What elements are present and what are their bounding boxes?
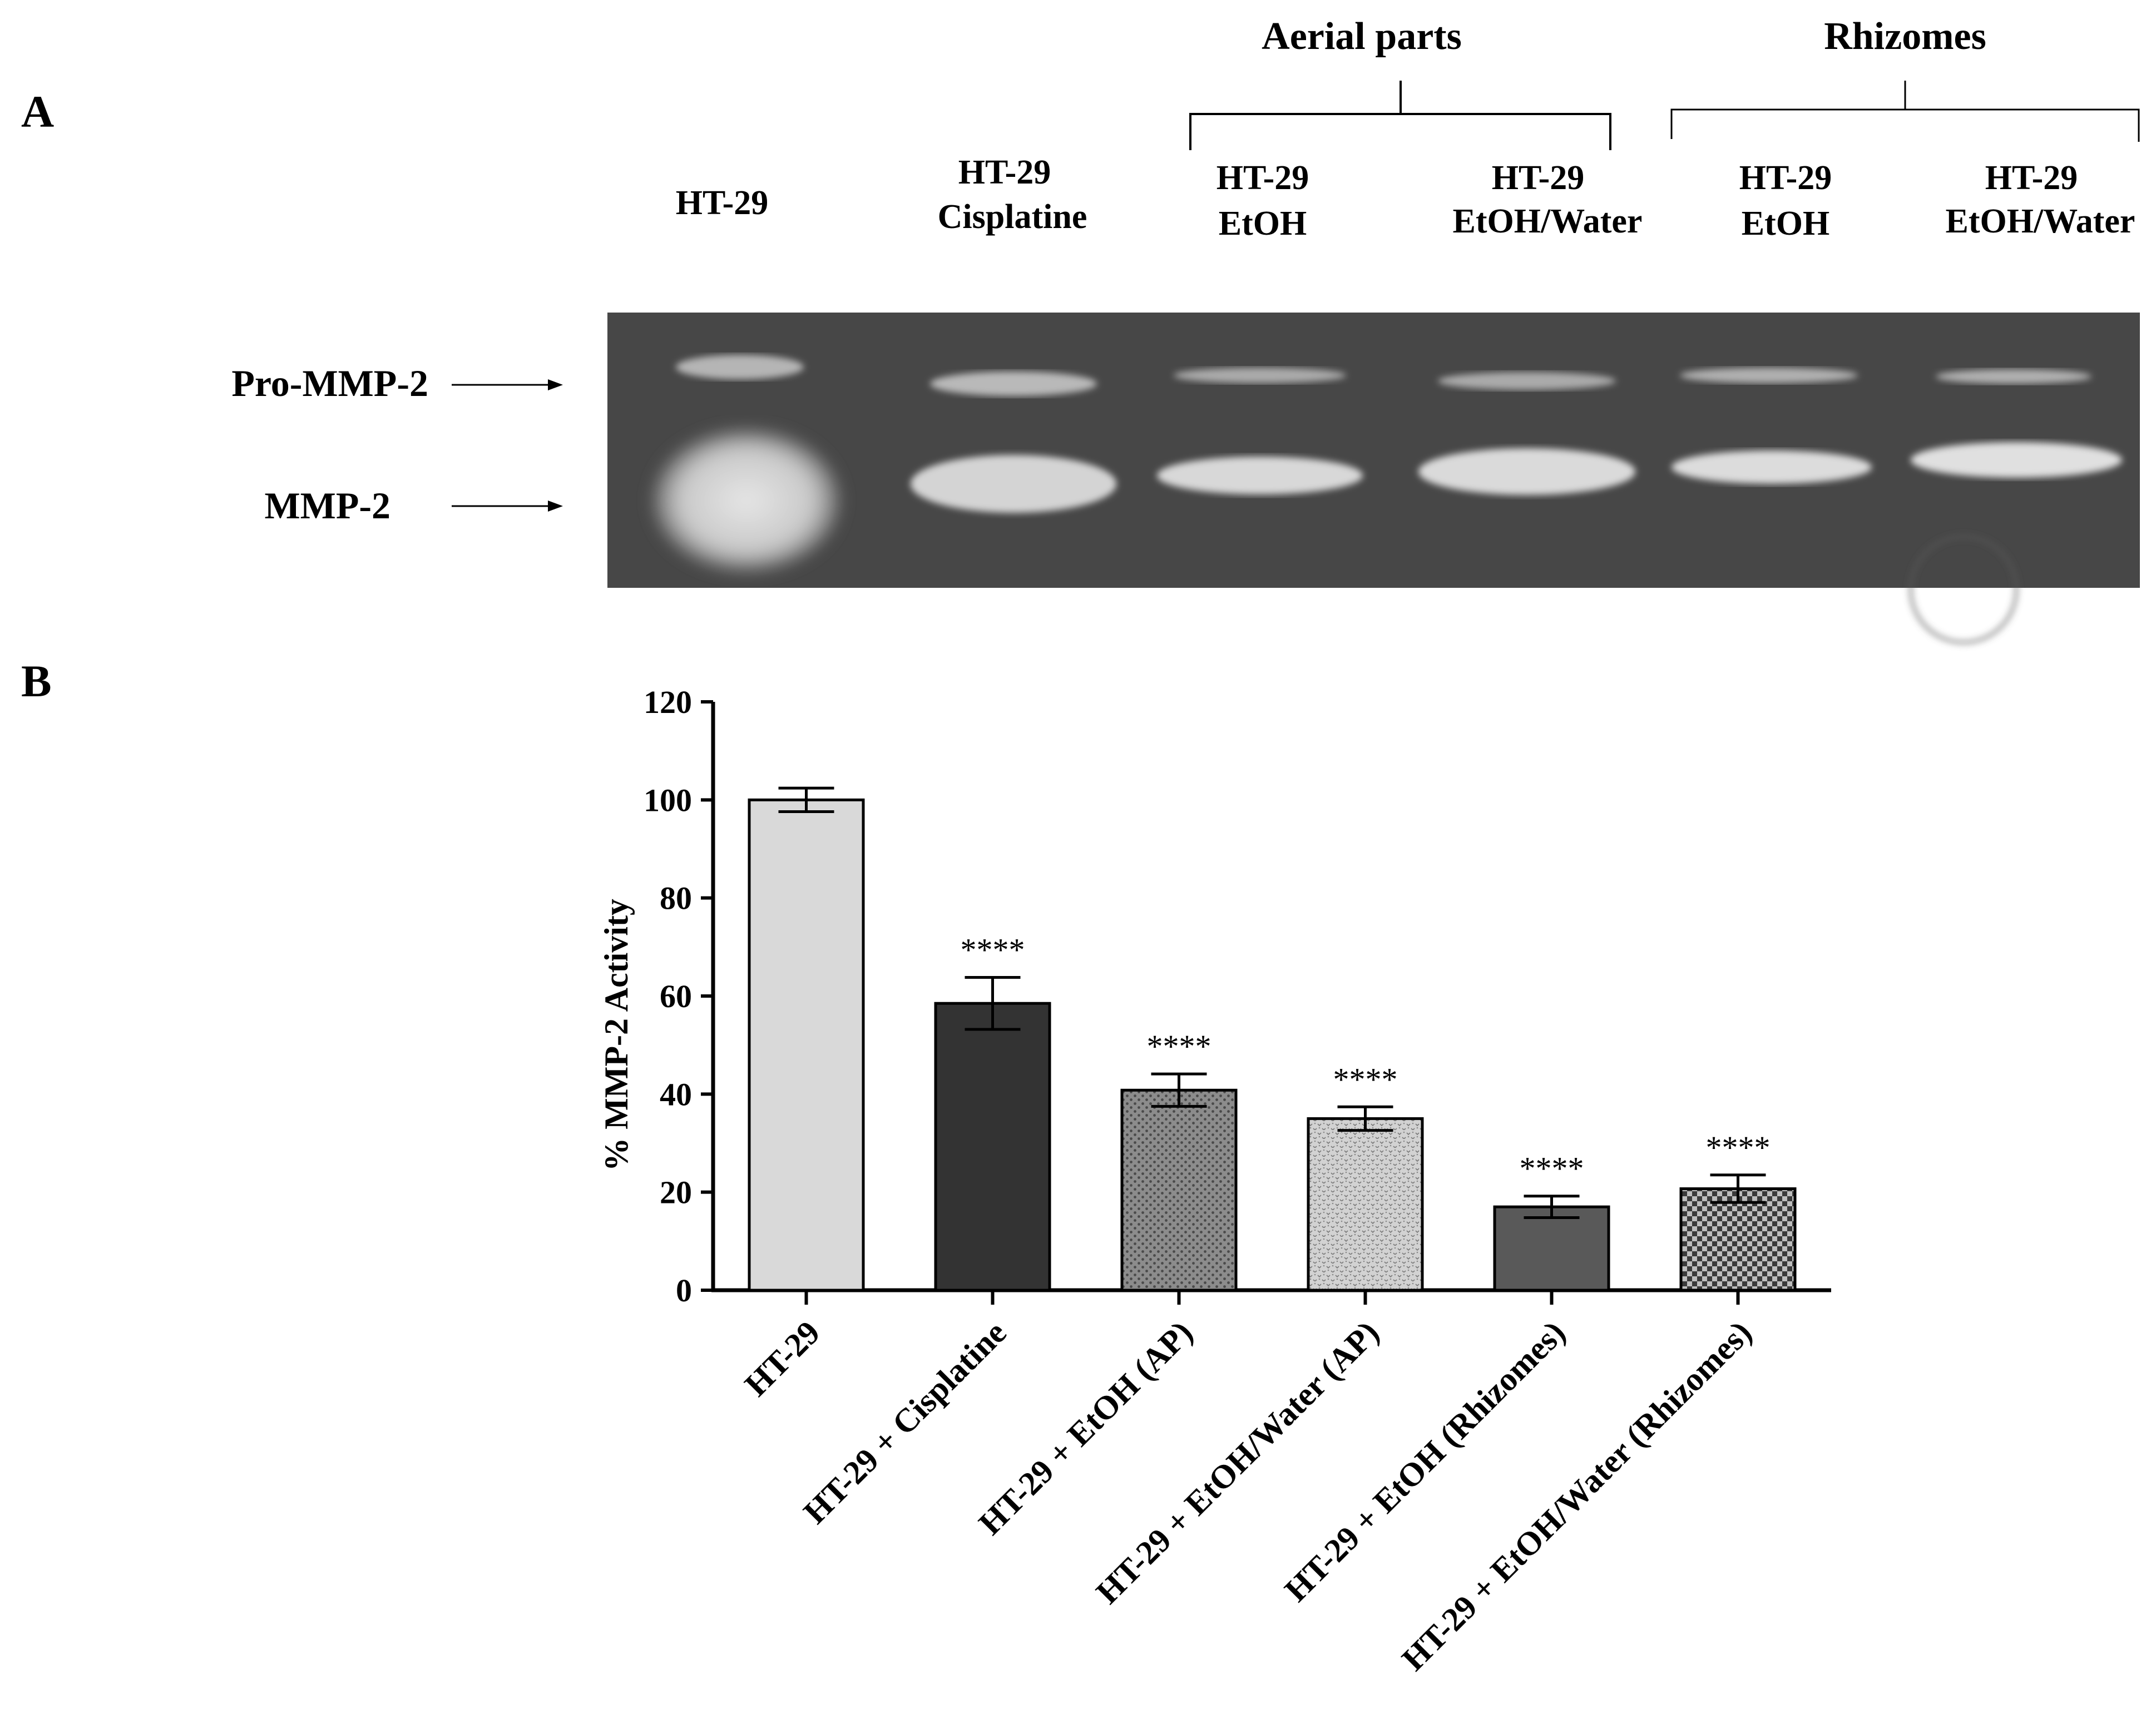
zymography-gel xyxy=(607,313,2140,643)
bracket-rhizomes xyxy=(1670,81,2140,142)
y-tick-label: 0 xyxy=(676,1272,692,1309)
lane-label-4: HT-29 xyxy=(1492,159,1585,197)
arrowhead-mmp2 xyxy=(548,501,563,512)
bar xyxy=(1120,1088,1238,1292)
significance-label: **** xyxy=(961,932,1025,968)
bar xyxy=(1307,1117,1424,1292)
lane-label-2-sub: Cisplatine xyxy=(938,198,1087,236)
bar-chart: 0 20 40 60 80 100 120 % MMP-2 Activity HT-29 ****… xyxy=(598,684,1831,1678)
y-tick-label: 120 xyxy=(644,684,692,720)
significance-label: **** xyxy=(1333,1061,1398,1097)
lane-label-4-sub: EtOH/Water xyxy=(1453,202,1643,240)
y-axis-label: % MMP-2 Activity xyxy=(598,899,635,1171)
x-tick-label: HT-29 xyxy=(738,1314,827,1404)
band-label-mmp2: MMP-2 xyxy=(264,484,390,527)
lane-label-5: HT-29 xyxy=(1739,159,1832,197)
panel-b-letter: B xyxy=(21,656,52,706)
y-tick-label: 100 xyxy=(644,782,692,818)
lane-label-2: HT-29 xyxy=(958,153,1051,191)
bracket-aerial-parts xyxy=(1189,81,1611,150)
bar xyxy=(1679,1187,1797,1292)
lane-labels: HT-29 HT-29 Cisplatine HT-29 EtOH HT-29 … xyxy=(676,153,2135,242)
significance-label: **** xyxy=(1520,1151,1584,1187)
lane-label-5-sub: EtOH xyxy=(1742,205,1829,242)
significance-label: **** xyxy=(1147,1028,1211,1064)
lane-label-1: HT-29 xyxy=(676,184,769,222)
x-tick-label: HT-29 + EtOH (AP) xyxy=(972,1314,1200,1542)
group-label-rhizomes: Rhizomes xyxy=(1824,15,1986,58)
y-tick-label: 80 xyxy=(660,880,692,917)
band-label-pro-mmp2: Pro-MMP-2 xyxy=(231,362,428,404)
panel-a-letter: A xyxy=(21,86,54,137)
y-tick-label: 20 xyxy=(660,1175,692,1211)
x-tick-label: HT-29 + EtOH/Water (Rhizomes) xyxy=(1395,1314,1759,1678)
significance-label: **** xyxy=(1706,1129,1771,1166)
arrowhead-pro-mmp2 xyxy=(548,379,563,390)
lane-label-3: HT-29 xyxy=(1217,159,1309,197)
y-tick-label: 40 xyxy=(660,1076,692,1112)
lane-label-6-sub: EtOH/Water xyxy=(1946,202,2135,240)
lane-label-6: HT-29 xyxy=(1985,159,2078,197)
bar xyxy=(934,1002,1051,1292)
group-label-aerial-parts: Aerial parts xyxy=(1262,15,1462,58)
bar xyxy=(1493,1205,1610,1292)
bar xyxy=(748,798,865,1292)
lane-label-3-sub: EtOH xyxy=(1219,205,1307,242)
x-tick-label: HT-29 + Cisplatine xyxy=(797,1314,1013,1531)
y-tick-label: 60 xyxy=(660,978,692,1014)
